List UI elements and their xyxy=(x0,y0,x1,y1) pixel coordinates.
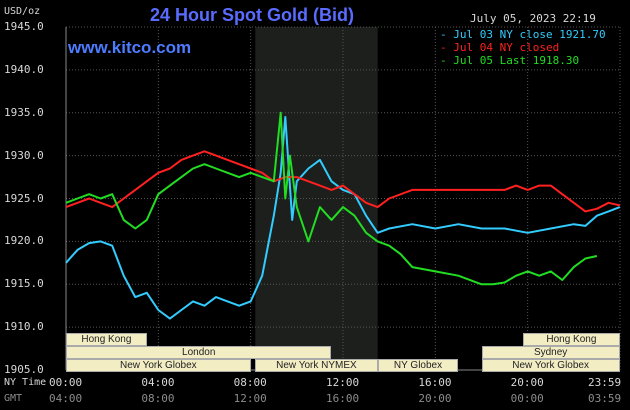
x-tick-label-ny: 04:00 xyxy=(141,376,175,389)
session-bar: New York Globex xyxy=(481,359,620,372)
session-bar: Hong Kong xyxy=(523,333,620,346)
timestamp: July 05, 2023 22:19 xyxy=(470,12,596,25)
y-tick-label: 1940.0 xyxy=(4,62,44,76)
y-tick-label: 1915.0 xyxy=(4,277,44,291)
legend-item-jul03: - Jul 03 NY close 1921.70 xyxy=(440,28,606,41)
session-bar: New York NYMEX xyxy=(255,359,378,372)
y-tick-label: 1920.0 xyxy=(4,234,44,248)
y-tick-label: 1935.0 xyxy=(4,105,44,119)
y-tick-label: 1910.0 xyxy=(4,320,44,334)
session-bar: London xyxy=(66,346,332,359)
session-bar: New York Globex xyxy=(66,359,251,372)
x-tick-label-ny: 00:00 xyxy=(49,376,83,389)
x-tick-label-gmt: 16:00 xyxy=(326,392,360,405)
session-bar: NY Globex xyxy=(377,359,459,372)
x-tick-label-gmt: 12:00 xyxy=(233,392,267,405)
session-bar: Hong Kong xyxy=(66,333,147,346)
series-line-2 xyxy=(65,111,598,286)
y-tick-label: 1930.0 xyxy=(4,148,44,162)
x-label-gmt: GMT xyxy=(4,393,23,404)
x-tick-label-gmt: 03:59 xyxy=(588,392,622,405)
y-units-label: USD/oz xyxy=(4,6,41,17)
chart-title: 24 Hour Spot Gold (Bid) xyxy=(150,5,354,25)
x-tick-label-gmt: 20:00 xyxy=(418,392,452,405)
legend: - Jul 03 NY close 1921.70 - Jul 04 NY cl… xyxy=(440,28,606,67)
series-line-1 xyxy=(65,150,621,213)
y-tick-label: 1905.0 xyxy=(4,363,44,376)
x-tick-label-ny: 12:00 xyxy=(326,376,360,389)
legend-item-jul05: - Jul 05 Last 1918.30 xyxy=(440,54,580,67)
x-label-ny: NY Time xyxy=(4,377,47,388)
x-tick-label-ny: 16:00 xyxy=(418,376,452,389)
x-tick-label-gmt: 04:00 xyxy=(49,392,83,405)
x-tick-label-ny: 08:00 xyxy=(233,376,267,389)
series-line-0 xyxy=(65,116,621,320)
session-bar: Sydney xyxy=(481,346,620,359)
x-tick-label-gmt: 00:00 xyxy=(510,392,544,405)
x-tick-label-ny: 23:59 xyxy=(588,376,622,389)
x-tick-label-ny: 20:00 xyxy=(510,376,544,389)
y-tick-label: 1925.0 xyxy=(4,191,44,205)
y-tick-label: 1945.0 xyxy=(4,20,44,33)
website-label[interactable]: www.kitco.com xyxy=(68,38,192,57)
legend-item-jul04: - Jul 04 NY closed xyxy=(440,41,560,54)
x-tick-label-gmt: 08:00 xyxy=(141,392,175,405)
